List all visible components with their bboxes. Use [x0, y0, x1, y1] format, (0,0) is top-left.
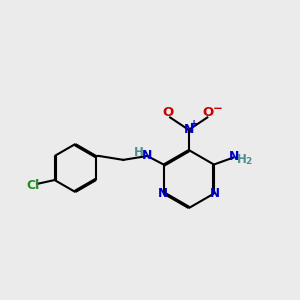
- Text: H: H: [134, 146, 144, 159]
- Text: N: N: [142, 149, 152, 162]
- Text: O: O: [163, 106, 174, 119]
- Text: +: +: [190, 119, 198, 129]
- Text: O: O: [202, 106, 214, 119]
- Text: N: N: [158, 187, 168, 200]
- Text: −: −: [213, 102, 223, 116]
- Text: 2: 2: [245, 157, 251, 166]
- Text: Cl: Cl: [27, 179, 40, 192]
- Text: N: N: [210, 187, 220, 200]
- Text: H: H: [237, 153, 247, 166]
- Text: N: N: [184, 123, 194, 136]
- Text: N: N: [229, 150, 239, 163]
